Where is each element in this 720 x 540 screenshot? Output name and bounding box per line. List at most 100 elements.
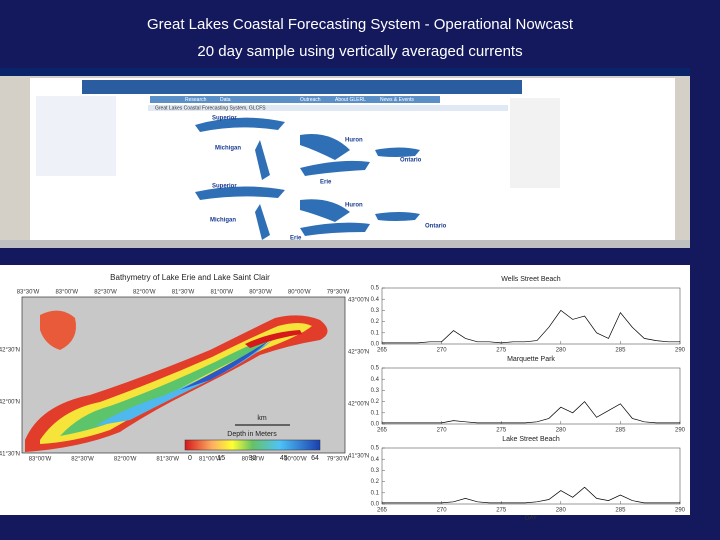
y-tick-label: 0.4 (371, 377, 380, 383)
y-tick-label: 0.0 (371, 502, 380, 508)
nav-item[interactable]: About GLERL (335, 97, 366, 103)
lon-label: 80°00'W (288, 290, 311, 296)
x-tick-label: 265 (377, 348, 388, 354)
webpage-screenshot: Research Data Outreach About GLERL News … (0, 68, 690, 248)
x-tick-label: 265 (377, 428, 388, 434)
lake-label: Superior (212, 184, 237, 190)
plot-frame (381, 287, 681, 345)
x-tick-label: 290 (675, 428, 686, 434)
nav-item[interactable]: News & Events (380, 97, 414, 103)
lake-label: Michigan (215, 146, 241, 152)
x-tick-label: 275 (496, 508, 507, 514)
lon-label: 83°00'W (29, 457, 52, 463)
colorbar-tick: 30 (249, 455, 257, 462)
lon-label: 80°30'W (249, 290, 272, 296)
bathymetry-map: Bathymetry of Lake Erie and Lake Saint C… (0, 265, 365, 515)
y-tick-label: 0.1 (371, 330, 380, 336)
lakes-map-top (195, 117, 420, 180)
lon-label: 81°30'W (172, 290, 195, 296)
x-tick-label: 290 (675, 348, 686, 354)
lake-label: Ontario (400, 158, 422, 164)
y-tick-label: 0.2 (371, 479, 380, 485)
y-tick-label: 0.5 (371, 446, 380, 452)
lon-label: 83°30'W (17, 290, 40, 296)
browser-titlebar (0, 68, 690, 76)
x-tick-label: 275 (496, 428, 507, 434)
chart-title: Lake Street Beach (502, 436, 560, 443)
lat-label: 43°00'N (348, 298, 369, 304)
page-heading: Great Lakes Coastal Forecasting System, … (155, 105, 266, 111)
lat-label: 42°00'N (348, 402, 369, 408)
y-tick-label: 0.4 (371, 297, 380, 303)
nav-item[interactable]: Research (185, 97, 207, 103)
lake-label: Huron (345, 203, 363, 209)
x-tick-label: 280 (556, 348, 567, 354)
sidebar (36, 96, 116, 176)
x-tick-label: 270 (437, 428, 448, 434)
x-tick-label: 270 (437, 348, 448, 354)
lon-label: 79°30'W (327, 457, 350, 463)
lake-erie-mid (60, 333, 280, 436)
lat-label: 41°30'N (0, 452, 20, 458)
y-tick-label: 0.3 (371, 308, 380, 314)
nav-item[interactable]: Data (220, 97, 231, 103)
timeseries-panel (365, 265, 690, 515)
colorbar (184, 439, 321, 451)
y-tick-label: 0.3 (371, 388, 380, 394)
slide-subtitle: 20 day sample using vertically averaged … (197, 43, 522, 60)
lon-label: 80°00'W (284, 457, 307, 463)
y-tick-label: 0.5 (371, 366, 380, 372)
right-panel (510, 98, 560, 188)
y-tick-label: 0.0 (371, 342, 380, 348)
x-tick-label: 270 (437, 508, 448, 514)
map-title: Bathymetry of Lake Erie and Lake Saint C… (110, 273, 270, 282)
y-tick-label: 0.4 (371, 457, 380, 463)
plot-frame (381, 367, 681, 425)
x-tick-label: 285 (615, 348, 626, 354)
plot-frame (381, 447, 681, 505)
series-line (382, 401, 680, 424)
lake-label: Erie (290, 236, 302, 242)
lon-label: 79°30'W (327, 290, 350, 296)
colorbar-title: Depth in Meters (227, 431, 277, 438)
x-tick-label: 285 (615, 428, 626, 434)
y-tick-label: 0.5 (371, 286, 380, 292)
colorbar-tick: 15 (217, 455, 225, 462)
lat-label: 41°30'N (348, 454, 369, 460)
lon-label: 81°00'W (210, 290, 233, 296)
lon-label: 82°30'W (94, 290, 117, 296)
y-tick-label: 0.2 (371, 319, 380, 325)
lon-label: 81°00'W (199, 457, 222, 463)
chart-title: Marquette Park (507, 356, 555, 363)
chart-title: Wells Street Beach (501, 276, 561, 283)
x-tick-label: 290 (675, 508, 686, 514)
x-tick-label: 280 (556, 508, 567, 514)
lake-erie-deep (95, 338, 275, 426)
lake-label: Erie (320, 180, 332, 186)
lon-label: 82°00'W (114, 457, 137, 463)
x-tick-label: 275 (496, 348, 507, 354)
nav-item[interactable]: Outreach (300, 97, 321, 103)
lat-label: 42°00'N (0, 400, 20, 406)
lake-st-clair (40, 310, 76, 350)
page-banner (82, 80, 522, 94)
colorbar-tick: 64 (311, 455, 319, 462)
taskbar (0, 240, 690, 248)
lake-label: Michigan (210, 218, 236, 224)
y-tick-label: 0.2 (371, 399, 380, 405)
lake-label: Ontario (425, 224, 447, 230)
x-tick-label: 280 (556, 428, 567, 434)
colorbar-tick: 45 (280, 455, 288, 462)
lat-label: 42°30'N (0, 348, 20, 354)
lon-label: 80°30'W (242, 457, 265, 463)
y-tick-label: 0.3 (371, 468, 380, 474)
lakes-map-bottom (195, 186, 420, 240)
lat-label: 42°30'N (348, 350, 369, 356)
x-axis-label: DAY (525, 516, 537, 522)
lon-label: 81°30'W (156, 457, 179, 463)
slide-title: Great Lakes Coastal Forecasting System -… (147, 16, 574, 33)
long-point (245, 330, 302, 348)
x-tick-label: 265 (377, 508, 388, 514)
